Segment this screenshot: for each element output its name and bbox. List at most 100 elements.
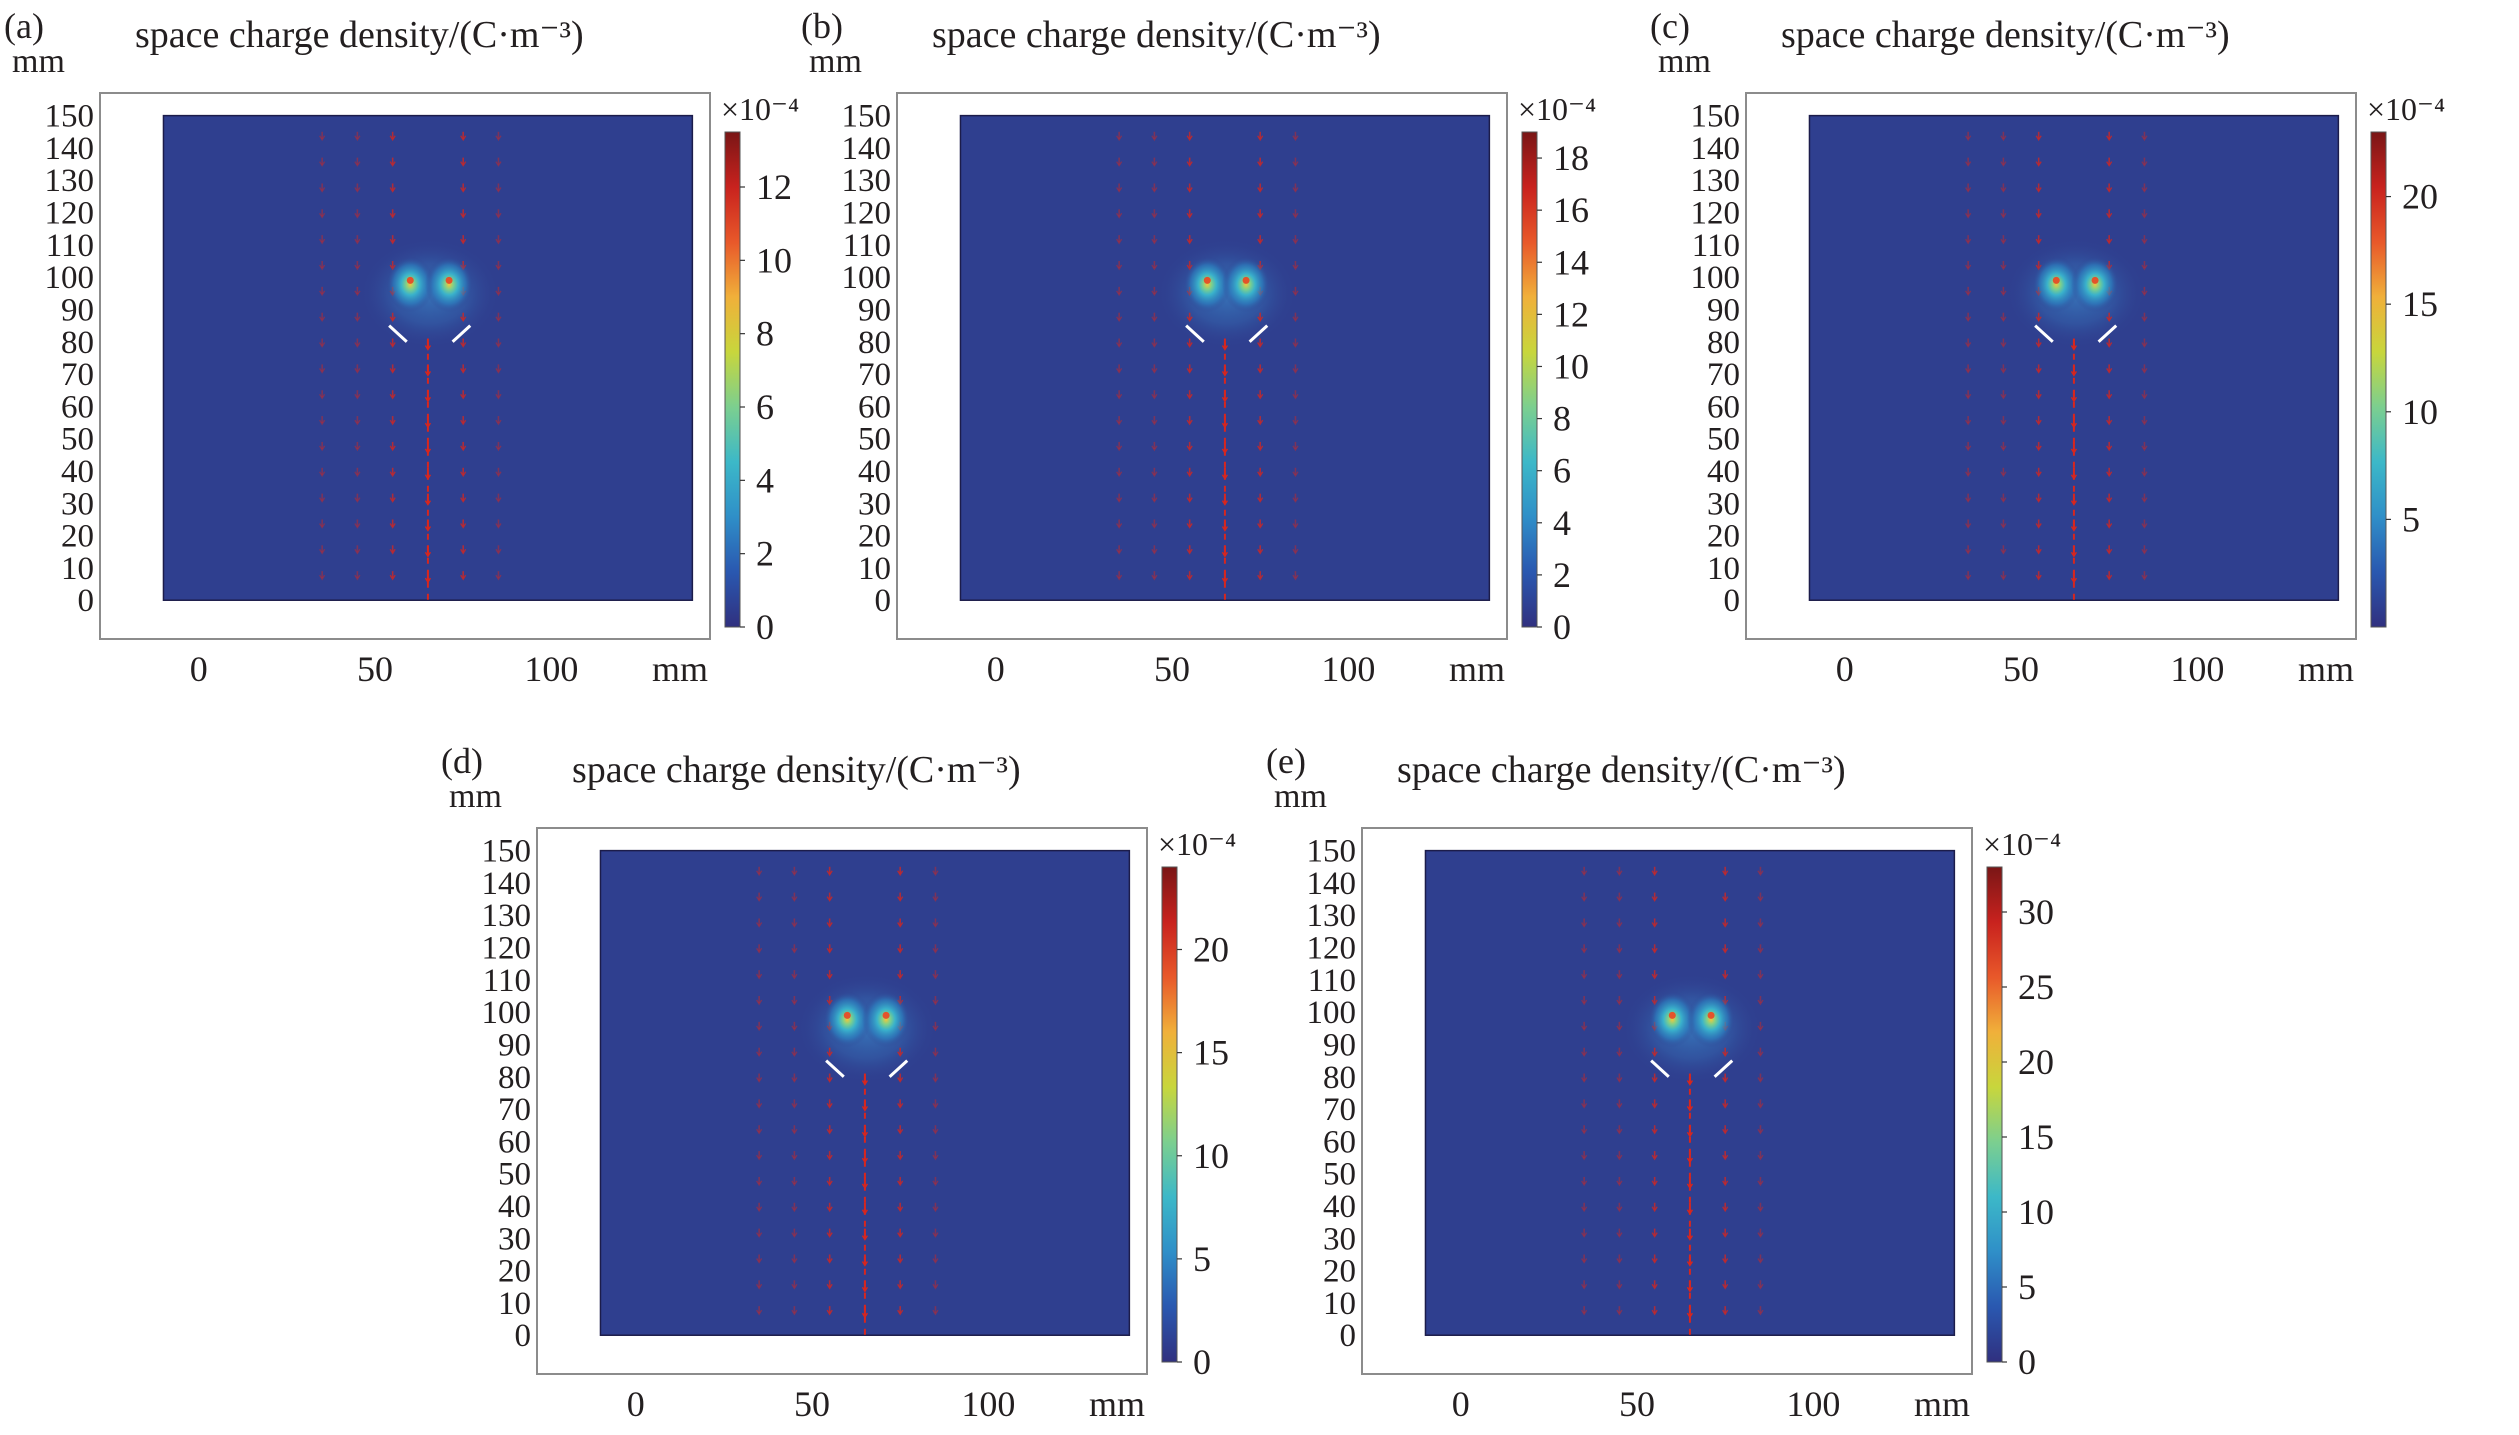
electrode xyxy=(825,1059,845,1078)
colorbar-tick-label: 16 xyxy=(1553,190,1589,230)
y-tick-label: 0 xyxy=(78,583,95,619)
colorbar-tick-label: 6 xyxy=(756,387,774,427)
colorbar-multiplier: ×10⁻⁴ xyxy=(1983,826,2061,862)
x-tick-label: 0 xyxy=(627,1384,645,1424)
panel-letter: (a) xyxy=(4,6,44,46)
x-unit-label: mm xyxy=(652,649,708,689)
y-tick-label: 20 xyxy=(1323,1254,1356,1290)
y-tick-label: 100 xyxy=(842,260,892,296)
electrode xyxy=(388,324,408,343)
y-tick-label: 110 xyxy=(483,963,531,999)
colorbar-tick-label: 5 xyxy=(1193,1239,1211,1279)
colorbar-tick-label: 18 xyxy=(1553,138,1589,178)
colorbar-multiplier: ×10⁻⁴ xyxy=(2367,91,2445,127)
colorbar-tick-label: 10 xyxy=(2402,392,2438,432)
y-tick-label: 50 xyxy=(858,422,891,458)
panel-b: (b) mm space charge density/(C·m⁻³) 0 10 20 30… xyxy=(797,0,1637,700)
colorbar-tick-label: 0 xyxy=(1193,1342,1211,1382)
y-tick-label: 80 xyxy=(498,1060,531,1096)
y-tick-label: 130 xyxy=(842,163,892,199)
electrode xyxy=(451,324,472,343)
colorbar-tick-label: 6 xyxy=(1553,451,1571,491)
colorbar-multiplier: ×10⁻⁴ xyxy=(721,91,799,127)
hotspot-core xyxy=(445,276,453,284)
x-tick-label: 0 xyxy=(1452,1384,1470,1424)
y-tick-label: 100 xyxy=(45,260,95,296)
colorbar-tick-label: 20 xyxy=(2018,1042,2054,1082)
y-tick-label: 30 xyxy=(61,486,94,522)
colorbar-tick-label: 5 xyxy=(2402,499,2420,539)
y-tick-label: 10 xyxy=(61,551,94,587)
hotspot-core xyxy=(843,1011,851,1019)
x-tick-label: 100 xyxy=(1786,1384,1840,1424)
x-tick-label: 50 xyxy=(1619,1384,1655,1424)
colorbar-tick-label: 25 xyxy=(2018,967,2054,1007)
y-tick-label: 120 xyxy=(1691,196,1741,232)
panel-e: (e) mm space charge density/(C·m⁻³) 0 10 20 30… xyxy=(1262,735,2102,1435)
hotspot-core xyxy=(406,276,414,284)
y-tick-label: 50 xyxy=(498,1157,531,1193)
colorbar-tick-label: 8 xyxy=(1553,399,1571,439)
colorbar-multiplier: ×10⁻⁴ xyxy=(1158,826,1236,862)
electrode xyxy=(1248,324,1269,343)
y-tick-label: 60 xyxy=(1707,389,1740,425)
colorbar-tick-label: 0 xyxy=(756,607,774,647)
hotspot-core xyxy=(2091,276,2099,284)
y-tick-label: 70 xyxy=(498,1092,531,1128)
colorbar-tick-label: 15 xyxy=(2018,1117,2054,1157)
colorbar-tick-label: 10 xyxy=(756,240,792,280)
y-unit-label: mm xyxy=(12,43,65,80)
y-tick-label: 140 xyxy=(482,866,532,902)
y-tick-label: 20 xyxy=(1707,519,1740,555)
charge-hotspot xyxy=(1183,256,1232,313)
x-tick-label: 100 xyxy=(524,649,578,689)
x-tick-label: 50 xyxy=(2003,649,2039,689)
colorbar-tick-label: 2 xyxy=(756,534,774,574)
y-tick-label: 90 xyxy=(61,292,94,328)
charge-hotspot xyxy=(425,256,474,313)
y-tick-label: 120 xyxy=(842,196,892,232)
colorbar xyxy=(1161,866,1178,1363)
y-tick-label: 90 xyxy=(1323,1027,1356,1063)
colorbar xyxy=(2370,131,2387,628)
colorbar-tick-label: 0 xyxy=(2018,1342,2036,1382)
y-tick-label: 30 xyxy=(498,1221,531,1257)
colorbar-tick-label: 4 xyxy=(756,460,774,500)
panel-letter: (c) xyxy=(1650,6,1690,46)
y-tick-label: 100 xyxy=(1691,260,1741,296)
colorbar-tick-label: 10 xyxy=(1193,1136,1229,1176)
colorbar-tick-label: 5 xyxy=(2018,1267,2036,1307)
y-tick-label: 20 xyxy=(858,519,891,555)
colorbar-tick-label: 20 xyxy=(1193,930,1229,970)
y-tick-label: 20 xyxy=(498,1254,531,1290)
y-tick-label: 30 xyxy=(1707,486,1740,522)
y-unit-label: mm xyxy=(809,43,862,80)
x-tick-label: 100 xyxy=(2170,649,2224,689)
colorbar-tick-label: 10 xyxy=(1553,346,1589,386)
hotspot-core xyxy=(882,1011,890,1019)
colorbar-tick-label: 12 xyxy=(1553,294,1589,334)
chart-title: space charge density/(C·m⁻³) xyxy=(572,749,1021,791)
panel-c: (c) mm space charge density/(C·m⁻³) 0 10 20 30… xyxy=(1646,0,2486,700)
electrode xyxy=(888,1059,909,1078)
y-tick-label: 60 xyxy=(1323,1124,1356,1160)
y-tick-label: 140 xyxy=(842,131,892,167)
x-tick-label: 50 xyxy=(794,1384,830,1424)
y-tick-label: 110 xyxy=(46,228,94,264)
y-tick-label: 10 xyxy=(1707,551,1740,587)
colorbar-tick-label: 2 xyxy=(1553,555,1571,595)
y-tick-label: 20 xyxy=(61,519,94,555)
y-tick-label: 40 xyxy=(1707,454,1740,490)
colorbar xyxy=(1521,131,1538,628)
y-tick-label: 60 xyxy=(498,1124,531,1160)
electrode xyxy=(2034,324,2054,343)
colorbar xyxy=(1986,866,2003,1363)
charge-hotspot xyxy=(1648,991,1697,1048)
y-tick-label: 150 xyxy=(842,99,892,135)
y-tick-label: 140 xyxy=(1691,131,1741,167)
charge-hotspot xyxy=(862,991,911,1048)
y-tick-label: 90 xyxy=(858,292,891,328)
